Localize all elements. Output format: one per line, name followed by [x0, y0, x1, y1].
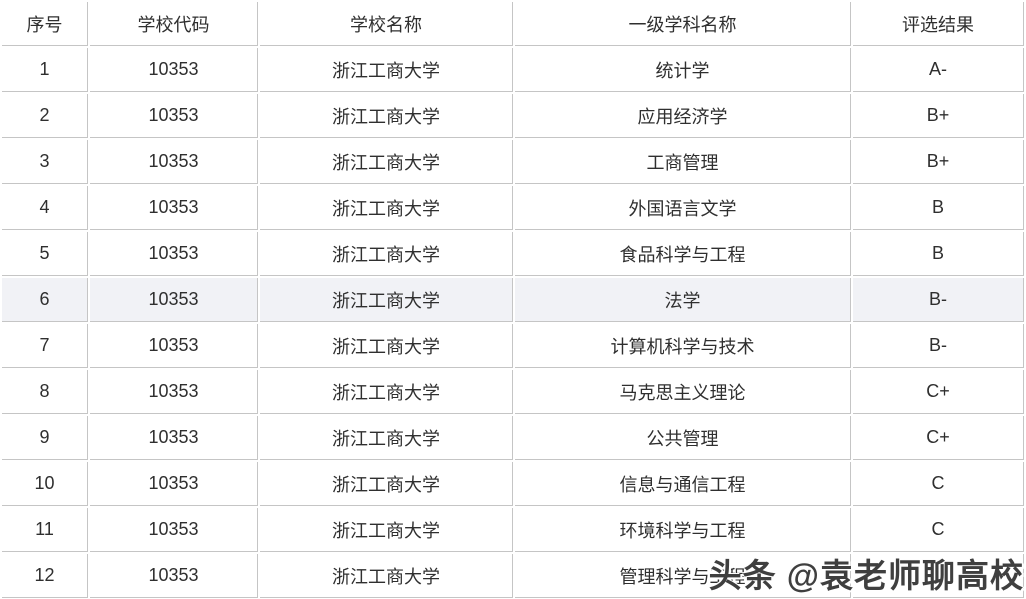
cell-result: C — [853, 462, 1024, 506]
cell-school: 浙江工商大学 — [260, 370, 513, 414]
cell-result: C+ — [853, 416, 1024, 460]
cell-result: C+ — [853, 370, 1024, 414]
header-cell-code: 学校代码 — [90, 2, 258, 46]
cell-discipline: 管理科学与工程 — [515, 554, 851, 598]
cell-code: 10353 — [90, 140, 258, 184]
cell-no: 12 — [2, 554, 88, 598]
cell-school: 浙江工商大学 — [260, 232, 513, 276]
cell-discipline: 法学 — [515, 278, 851, 322]
cell-discipline: 公共管理 — [515, 416, 851, 460]
table-row: 9 10353 浙江工商大学 公共管理 C+ — [2, 416, 1024, 460]
cell-result: B+ — [853, 94, 1024, 138]
cell-no: 10 — [2, 462, 88, 506]
cell-result: B+ — [853, 140, 1024, 184]
cell-school: 浙江工商大学 — [260, 324, 513, 368]
table-header-row: 序号 学校代码 学校名称 一级学科名称 评选结果 — [2, 2, 1024, 46]
table-row: 8 10353 浙江工商大学 马克思主义理论 C+ — [2, 370, 1024, 414]
table-row: 6 10353 浙江工商大学 法学 B- — [2, 278, 1024, 322]
cell-no: 6 — [2, 278, 88, 322]
cell-result: B — [853, 232, 1024, 276]
cell-discipline: 统计学 — [515, 48, 851, 92]
cell-code: 10353 — [90, 462, 258, 506]
cell-result: B- — [853, 324, 1024, 368]
cell-school: 浙江工商大学 — [260, 278, 513, 322]
table-row: 11 10353 浙江工商大学 环境科学与工程 C — [2, 508, 1024, 552]
table-row: 2 10353 浙江工商大学 应用经济学 B+ — [2, 94, 1024, 138]
table-row: 7 10353 浙江工商大学 计算机科学与技术 B- — [2, 324, 1024, 368]
cell-code: 10353 — [90, 370, 258, 414]
table-row: 1 10353 浙江工商大学 统计学 A- — [2, 48, 1024, 92]
cell-code: 10353 — [90, 416, 258, 460]
cell-school: 浙江工商大学 — [260, 462, 513, 506]
cell-code: 10353 — [90, 508, 258, 552]
table-row: 12 10353 浙江工商大学 管理科学与工程 — [2, 554, 1024, 598]
cell-discipline: 外国语言文学 — [515, 186, 851, 230]
cell-code: 10353 — [90, 324, 258, 368]
cell-code: 10353 — [90, 554, 258, 598]
cell-no: 9 — [2, 416, 88, 460]
watermark: 头条 @袁老师聊高校 — [708, 557, 1024, 594]
cell-discipline: 应用经济学 — [515, 94, 851, 138]
cell-code: 10353 — [90, 278, 258, 322]
cell-discipline: 信息与通信工程 — [515, 462, 851, 506]
cell-discipline: 马克思主义理论 — [515, 370, 851, 414]
header-cell-result: 评选结果 — [853, 2, 1024, 46]
header-cell-no: 序号 — [2, 2, 88, 46]
cell-no: 8 — [2, 370, 88, 414]
cell-discipline: 食品科学与工程 — [515, 232, 851, 276]
cell-code: 10353 — [90, 186, 258, 230]
cell-no: 5 — [2, 232, 88, 276]
cell-no: 1 — [2, 48, 88, 92]
header-cell-school: 学校名称 — [260, 2, 513, 46]
cell-code: 10353 — [90, 94, 258, 138]
cell-school: 浙江工商大学 — [260, 508, 513, 552]
cell-no: 3 — [2, 140, 88, 184]
cell-discipline: 环境科学与工程 — [515, 508, 851, 552]
cell-code: 10353 — [90, 48, 258, 92]
header-cell-discipline: 一级学科名称 — [515, 2, 851, 46]
table-row: 4 10353 浙江工商大学 外国语言文学 B — [2, 186, 1024, 230]
cell-result: C — [853, 508, 1024, 552]
cell-discipline: 工商管理 — [515, 140, 851, 184]
cell-no: 2 — [2, 94, 88, 138]
cell-code: 10353 — [90, 232, 258, 276]
table-row: 3 10353 浙江工商大学 工商管理 B+ — [2, 140, 1024, 184]
cell-school: 浙江工商大学 — [260, 140, 513, 184]
table-row: 10 10353 浙江工商大学 信息与通信工程 C — [2, 462, 1024, 506]
cell-school: 浙江工商大学 — [260, 48, 513, 92]
cell-school: 浙江工商大学 — [260, 94, 513, 138]
table-body: 1 10353 浙江工商大学 统计学 A- 2 10353 浙江工商大学 应用经济学 B+ 3 103… — [2, 48, 1024, 598]
cell-no: 11 — [2, 508, 88, 552]
cell-result: B- — [853, 278, 1024, 322]
cell-result — [853, 554, 1024, 598]
cell-no: 4 — [2, 186, 88, 230]
table-row: 5 10353 浙江工商大学 食品科学与工程 B — [2, 232, 1024, 276]
cell-result: B — [853, 186, 1024, 230]
cell-school: 浙江工商大学 — [260, 416, 513, 460]
cell-result: A- — [853, 48, 1024, 92]
cell-school: 浙江工商大学 — [260, 186, 513, 230]
cell-no: 7 — [2, 324, 88, 368]
cell-discipline: 计算机科学与技术 — [515, 324, 851, 368]
cell-school: 浙江工商大学 — [260, 554, 513, 598]
